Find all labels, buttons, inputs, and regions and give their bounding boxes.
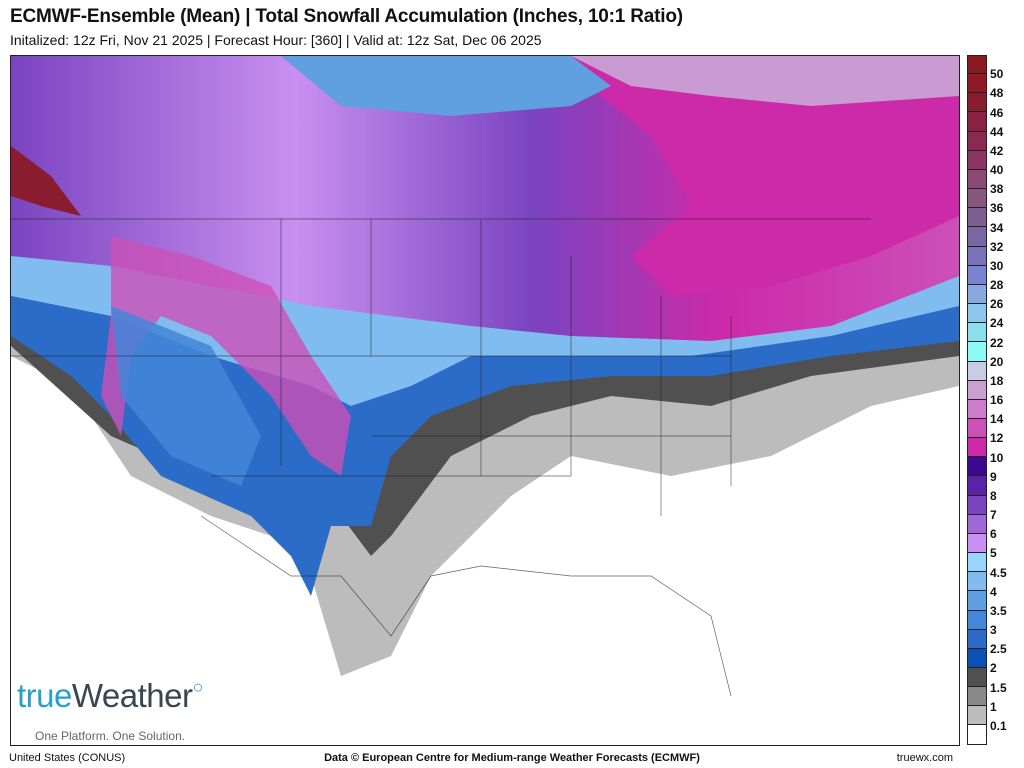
legend-label: 2.5 xyxy=(990,642,1007,657)
color-scale-legend xyxy=(967,55,987,745)
legend-label: 24 xyxy=(990,316,1004,331)
data-credit: Data © European Centre for Medium-range … xyxy=(324,752,700,764)
logo-text-true: true xyxy=(17,677,72,714)
legend-label: 32 xyxy=(990,239,1004,254)
snow-band-blue-north xyxy=(281,56,611,116)
legend-swatch xyxy=(967,380,987,400)
legend-label: 12 xyxy=(990,431,1004,446)
legend-label: 30 xyxy=(990,258,1004,273)
legend-label: 4.5 xyxy=(990,565,1007,580)
legend-label: 50 xyxy=(990,67,1004,82)
legend-swatch xyxy=(967,227,987,247)
legend-swatch xyxy=(967,323,987,343)
legend-swatch xyxy=(967,169,987,190)
legend-swatch xyxy=(967,150,987,170)
legend-swatch xyxy=(967,629,987,649)
legend-swatch xyxy=(967,610,987,630)
legend-label: 36 xyxy=(990,201,1004,216)
site-link[interactable]: truewx.com xyxy=(896,752,953,764)
legend-swatch xyxy=(967,74,987,94)
legend-label: 0.1 xyxy=(990,718,1007,733)
legend-swatch xyxy=(967,304,987,324)
legend-label: 44 xyxy=(990,124,1004,139)
legend-label: 38 xyxy=(990,182,1004,197)
legend-swatch xyxy=(967,112,987,132)
snow-great-basin-blue xyxy=(111,306,261,486)
legend-swatch xyxy=(967,265,987,285)
snow-band-pink-northeast xyxy=(551,56,959,296)
legend-swatch xyxy=(967,572,987,592)
legend-swatch xyxy=(967,495,987,515)
snow-mountains-west xyxy=(101,236,351,476)
legend-label: 9 xyxy=(990,469,997,484)
state-borders xyxy=(11,218,871,697)
legend-label: 18 xyxy=(990,373,1004,388)
legend-label: 16 xyxy=(990,393,1004,407)
legend-label: 14 xyxy=(990,412,1004,427)
logo-dot-icon: ○ xyxy=(192,677,204,697)
snow-canada-west xyxy=(11,146,81,216)
snowfall-map: trueWeather○ One Platform. One Solution. xyxy=(10,55,960,746)
logo-text-weather: Weather xyxy=(71,677,193,714)
legend-label: 46 xyxy=(990,105,1004,120)
map-subtitle: Initalized: 12z Fri, Nov 21 2025 | Forec… xyxy=(10,32,542,48)
legend-swatch xyxy=(967,533,987,554)
legend-swatch xyxy=(967,342,987,362)
region-label: United States (CONUS) xyxy=(9,752,126,764)
legend-swatch xyxy=(967,457,987,477)
legend-swatch xyxy=(967,55,987,75)
legend-swatch xyxy=(967,725,987,745)
legend-swatch xyxy=(967,208,987,228)
legend-swatch xyxy=(967,418,987,439)
legend-label: 3.5 xyxy=(990,603,1007,618)
legend-label: 8 xyxy=(990,488,997,503)
legend-label: 6 xyxy=(990,527,997,542)
legend-swatch xyxy=(967,189,987,209)
trueweather-logo: trueWeather○ xyxy=(17,677,203,715)
legend-label: 22 xyxy=(990,335,1004,350)
legend-swatch xyxy=(967,93,987,113)
legend-label: 26 xyxy=(990,297,1004,312)
legend-label: 2 xyxy=(990,661,997,676)
legend-swatch xyxy=(967,131,987,151)
legend-swatch xyxy=(967,706,987,726)
legend-swatch xyxy=(967,514,987,534)
legend-swatch xyxy=(967,476,987,496)
map-title: ECMWF-Ensemble (Mean) | Total Snowfall A… xyxy=(10,6,683,27)
legend-label: 28 xyxy=(990,278,1004,292)
legend-swatch xyxy=(967,687,987,707)
legend-swatch xyxy=(967,591,987,611)
legend-swatch xyxy=(967,284,987,305)
legend-label: 4 xyxy=(990,584,997,599)
legend-label: 10 xyxy=(990,450,1004,465)
legend-swatch xyxy=(967,361,987,381)
legend-swatch xyxy=(967,668,987,688)
snowfall-map-graphic xyxy=(11,56,959,745)
legend-label: 5 xyxy=(990,546,997,561)
legend-swatch xyxy=(967,553,987,573)
legend-label: 3 xyxy=(990,623,997,637)
legend-swatch xyxy=(967,648,987,668)
legend-swatch xyxy=(967,246,987,266)
legend-label: 1 xyxy=(990,699,997,714)
snow-band-gray-north xyxy=(571,56,959,106)
legend-label: 42 xyxy=(990,143,1004,158)
legend-label: 20 xyxy=(990,354,1004,369)
legend-label: 34 xyxy=(990,220,1004,235)
legend-label: 48 xyxy=(990,86,1004,101)
legend-label: 7 xyxy=(990,508,997,522)
legend-swatch xyxy=(967,438,987,458)
legend-swatch xyxy=(967,399,987,419)
legend-label: 40 xyxy=(990,163,1004,177)
logo-tagline: One Platform. One Solution. xyxy=(35,729,186,743)
legend-label: 1.5 xyxy=(990,680,1007,695)
